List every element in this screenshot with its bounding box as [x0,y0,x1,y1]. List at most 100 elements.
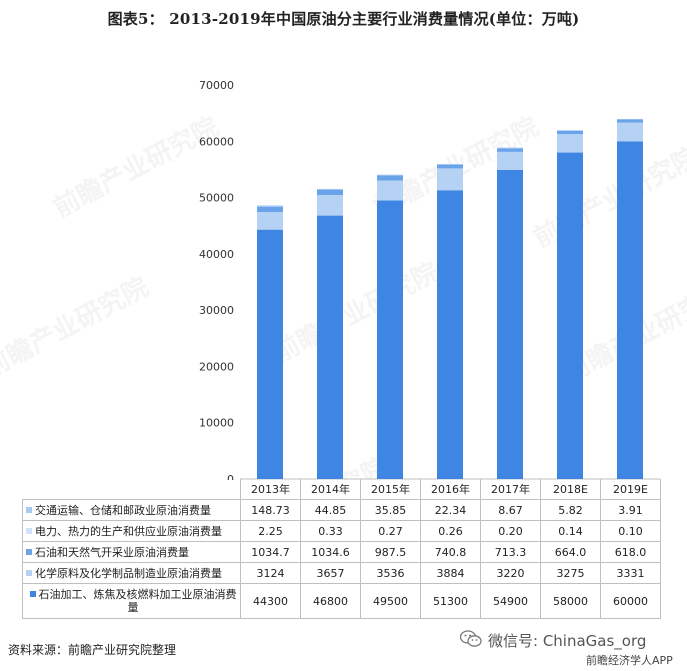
legend-entry: 电力、热力的生产和供应业原油消费量 [22,520,241,542]
watermark-text: 前瞻产业研究院 [268,256,443,369]
data-label: 3.91 [600,499,661,521]
legend-label: 石油加工、炼焦及核燃料加工业原油消费量 [38,588,237,614]
data-label: 3331 [600,562,661,584]
data-label: 5.82 [540,499,601,521]
data-label: 8.67 [480,499,541,521]
data-label: 44.85 [300,499,361,521]
legend-swatch [29,591,36,597]
data-label: 2.25 [240,520,301,542]
x-tick-label: 2016年 [420,479,481,500]
legend-entry: 化学原料及化学制品制造业原油消费量 [22,562,241,584]
wechat-icon [460,630,482,647]
legend-entry: 石油和天然气开采业原油消费量 [22,541,241,563]
data-label: 3220 [480,562,541,584]
data-label: 3536 [360,562,421,584]
bar-segment [257,205,283,207]
data-label: 3657 [300,562,361,584]
watermark-text: 前瞻产业研究院 [0,271,154,384]
x-tick-label: 2014年 [300,479,361,500]
legend-swatch [26,506,32,513]
data-label: 58000 [540,583,601,619]
x-tick-label: 2015年 [360,479,421,500]
x-tick-label: 2019E [600,479,661,500]
bar-segment [377,200,403,479]
bar-segment [557,130,583,135]
legend-swatch [26,569,32,576]
legend-entry: 石油加工、炼焦及核燃料加工业原油消费量 [22,583,241,619]
y-tick-label: 60000 [199,135,234,148]
bar-segment [437,190,463,480]
x-tick-label: 2018E [540,479,601,500]
source-note: 资料来源：前瞻产业研究院整理 [8,643,177,657]
data-label: 987.5 [360,541,421,563]
bar-segment [617,122,643,142]
bar-segment [377,174,403,176]
y-tick-label: 50000 [199,192,234,205]
data-label: 60000 [600,583,661,619]
table-row: 交通运输、仓储和邮政业原油消费量 148.73 44.85 35.85 22.34 8.6… [22,499,661,521]
watermark-text: 前瞻产业研究院 [48,111,223,224]
data-label: 35.85 [360,499,421,521]
bar-segment [617,141,643,480]
y-tick-label: 10000 [199,417,234,430]
data-label: 0.27 [360,520,421,542]
data-label: 740.8 [420,541,481,563]
y-tick-label: 0 [227,473,234,480]
table-row: 电力、热力的生产和供应业原油消费量 2.25 0.33 0.27 0.26 0.20 0.1… [22,520,661,542]
data-label: 1034.6 [300,541,361,563]
bar-segment [257,212,283,230]
data-label: 713.3 [480,541,541,563]
x-tick-label: 2017年 [480,479,541,500]
data-label: 49500 [360,583,421,619]
bar-segment [497,169,523,479]
bar-segment [437,168,463,191]
bar-segment [497,151,523,170]
data-label: 46800 [300,583,361,619]
bar-segment [497,147,523,152]
data-table: 2013年 2014年 2015年 2016年 2017年 2018E 2019E 交通运输、… [22,479,661,619]
data-label: 51300 [420,583,481,619]
bar-segment [617,119,643,120]
data-label: 22.34 [420,499,481,521]
y-tick-label: 20000 [199,360,234,373]
legend-label: 电力、热力的生产和供应业原油消费量 [35,524,222,538]
bar-segment [257,206,283,207]
data-label: 1034.7 [240,541,301,563]
data-label: 0.10 [600,520,661,542]
bar-segment [257,206,283,213]
bar-segment [317,189,343,190]
table-row: 石油加工、炼焦及核燃料加工业原油消费量 44300 46800 49500 51300 5… [22,583,661,619]
bar-segment [617,119,643,123]
bar-segment [377,180,403,201]
x-tick-label: 2013年 [240,479,301,500]
legend-label: 化学原料及化学制品制造业原油消费量 [35,566,222,580]
data-label: 0.14 [540,520,601,542]
data-label: 148.73 [240,499,301,521]
data-label: 0.26 [420,520,481,542]
bar-segment [317,215,343,479]
wechat-id: 微信号: ChinaGas_org [488,632,647,650]
bar-segment [437,164,463,169]
data-label: 0.20 [480,520,541,542]
data-label: 0.33 [300,520,361,542]
watermark-layer: 前瞻产业研究院前瞻产业研究院前瞻产业研究院前瞻产业研究院前瞻产业研究院前瞻产业研… [0,111,687,480]
y-tick-label: 30000 [199,304,234,317]
bar-segment [317,188,343,190]
bar-segment [257,229,283,479]
bar-segment [317,194,343,216]
bar-segment [317,189,343,195]
bar-segment [557,152,583,480]
data-label: 664.0 [540,541,601,563]
watermark-text: 前瞻产业研究院 [528,141,687,254]
data-label: 44300 [240,583,301,619]
bar-segment [557,134,583,153]
watermark-text: 前瞻产业研究院 [218,451,393,480]
bar-segment [557,130,583,131]
data-label: 3124 [240,562,301,584]
table-row: 石油和天然气开采业原油消费量 1034.7 1034.6 987.5 740.8 713.… [22,541,661,563]
bars [257,119,643,480]
legend-label: 石油和天然气开采业原油消费量 [35,545,189,559]
legend-swatch [26,527,32,534]
y-tick-label: 40000 [199,248,234,261]
table-row: 化学原料及化学制品制造业原油消费量 3124 3657 3536 3884 3220 327… [22,562,661,584]
